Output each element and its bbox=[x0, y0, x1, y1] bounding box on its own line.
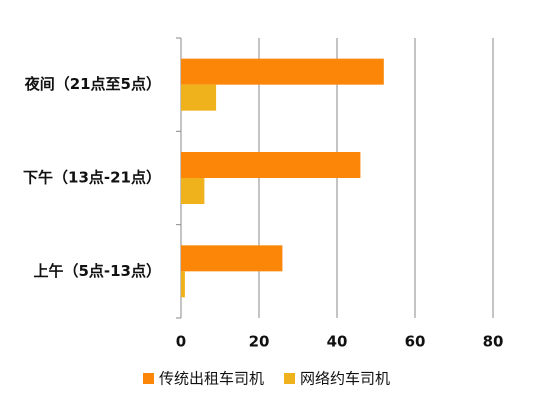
legend: 传统出租车司机 网络约车司机 bbox=[143, 370, 390, 388]
x-tick-label: 0 bbox=[176, 333, 186, 351]
legend-swatch bbox=[143, 373, 154, 384]
bar bbox=[181, 178, 205, 204]
x-tick-label: 20 bbox=[249, 333, 270, 351]
legend-swatch bbox=[284, 373, 296, 384]
bar bbox=[181, 271, 185, 298]
y-tick-label: 上午（5点-13点） bbox=[33, 262, 161, 280]
x-tick-label: 60 bbox=[405, 333, 426, 351]
bar bbox=[181, 84, 217, 111]
legend-label: 网络约车司机 bbox=[300, 370, 390, 388]
legend-label: 传统出租车司机 bbox=[159, 370, 264, 388]
bar bbox=[181, 58, 384, 85]
bar bbox=[181, 152, 361, 178]
bar bbox=[181, 245, 283, 272]
y-tick-label: 夜间（21点至5点） bbox=[24, 75, 161, 93]
x-tick-label: 80 bbox=[483, 333, 504, 351]
y-tick-label: 下午（13点-21点） bbox=[23, 169, 161, 187]
x-tick-label: 40 bbox=[327, 333, 348, 351]
